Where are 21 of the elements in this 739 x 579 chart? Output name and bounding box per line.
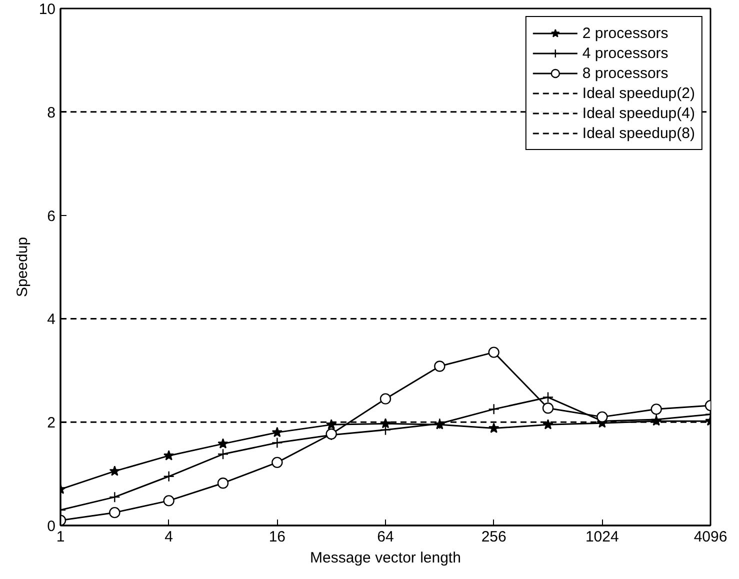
- x-tick-label: 1: [56, 528, 65, 546]
- legend-label: 2 processors: [582, 24, 668, 42]
- y-axis-title: Speedup: [14, 236, 31, 298]
- legend-label: Ideal speedup(2): [582, 84, 695, 102]
- x-tick-label: 1024: [585, 528, 619, 546]
- y-tick-label: 2: [47, 414, 56, 432]
- y-tick-label: 8: [47, 104, 56, 122]
- x-tick-label: 4096: [694, 528, 728, 546]
- x-tick-label: 16: [268, 528, 286, 546]
- y-tick-label: 0: [47, 518, 56, 535]
- legend-label: Ideal speedup(8): [582, 124, 695, 142]
- legend-label: 8 processors: [582, 64, 668, 82]
- y-tick-label: 10: [38, 1, 56, 18]
- legend-label: Ideal speedup(4): [582, 104, 695, 122]
- x-tick-label: 4: [164, 528, 174, 546]
- y-tick-label: 4: [47, 311, 56, 328]
- x-tick-label: 64: [377, 528, 394, 546]
- x-axis-title: Message vector length: [310, 550, 461, 566]
- legend-label: 4 processors: [582, 44, 668, 62]
- y-tick-label: 6: [47, 208, 56, 225]
- x-tick-label: 256: [481, 528, 506, 546]
